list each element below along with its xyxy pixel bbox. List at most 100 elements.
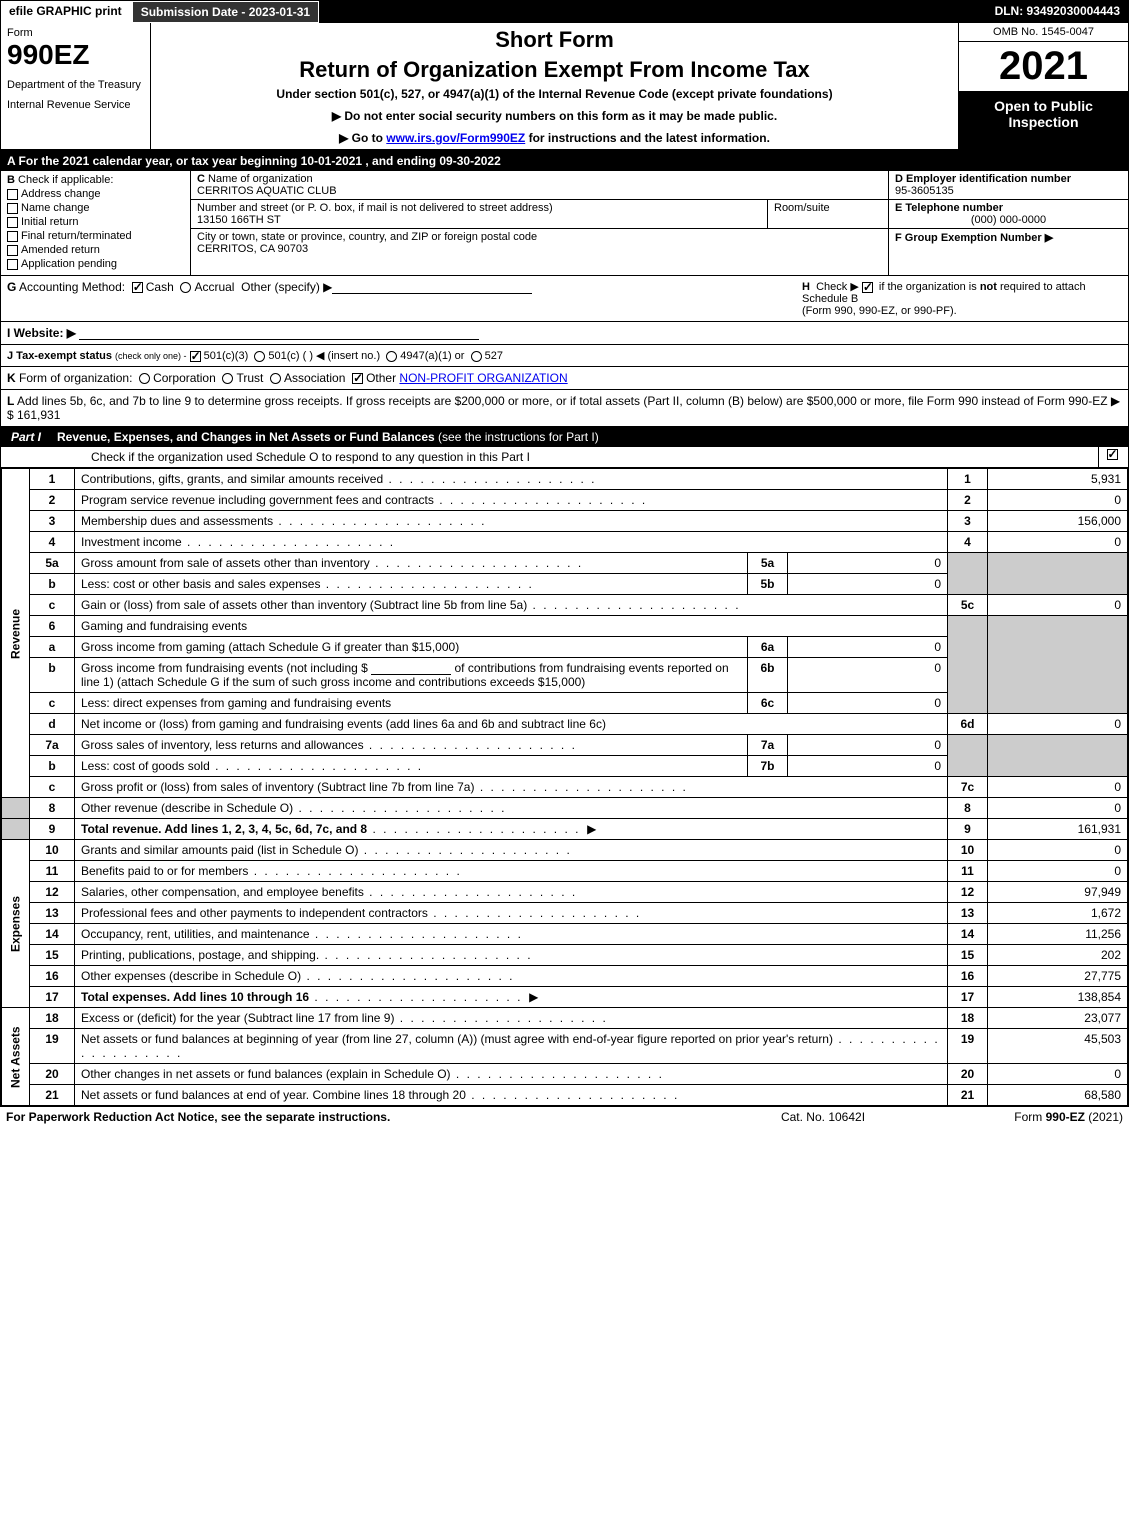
desc-12: Salaries, other compensation, and employ… [75, 882, 948, 903]
desc-13-t: Professional fees and other payments to … [81, 906, 428, 920]
row-k-form-of-org: K Form of organization: Corporation Trus… [1, 367, 1128, 390]
desc-10: Grants and similar amounts paid (list in… [75, 840, 948, 861]
page-footer: For Paperwork Reduction Act Notice, see … [0, 1107, 1129, 1127]
ln-6b: b [30, 658, 75, 693]
row-g-accounting: G Accounting Method: Cash Accrual Other … [7, 280, 802, 317]
i-label: I Website: ▶ [7, 326, 76, 340]
chk-4947a1[interactable] [386, 351, 397, 362]
side-blank-2 [2, 819, 30, 840]
desc-9: Total revenue. Add lines 1, 2, 3, 4, 5c,… [75, 819, 948, 840]
desc-20: Other changes in net assets or fund bala… [75, 1064, 948, 1085]
ov-9: 161,931 [988, 819, 1128, 840]
row-l-gross-receipts: L Add lines 5b, 6c, and 7b to line 9 to … [1, 390, 1128, 427]
on-15: 15 [948, 945, 988, 966]
ln-15: 15 [30, 945, 75, 966]
desc-9-t: Total revenue. Add lines 1, 2, 3, 4, 5c,… [81, 822, 367, 836]
other-org-value[interactable]: NON-PROFIT ORGANIZATION [399, 371, 567, 385]
website-blank[interactable] [79, 339, 479, 340]
desc-7c-t: Gross profit or (loss) from sales of inv… [81, 780, 474, 794]
efile-print-label[interactable]: efile GRAPHIC print [1, 1, 132, 23]
group-exemption-row: F Group Exemption Number ▶ [889, 229, 1128, 246]
ln-6d: d [30, 714, 75, 735]
desc-5b-t: Less: cost or other basis and sales expe… [81, 577, 320, 591]
schedule-o-text: Check if the organization used Schedule … [1, 447, 1098, 467]
chk-accrual[interactable] [180, 282, 191, 293]
e-label: E Telephone number [895, 202, 1003, 214]
ov-2: 0 [988, 490, 1128, 511]
chk-527[interactable] [471, 351, 482, 362]
desc-4-t: Investment income [81, 535, 182, 549]
desc-17-t: Total expenses. Add lines 10 through 16 [81, 990, 309, 1004]
ln-10: 10 [30, 840, 75, 861]
col-d-ids: D Employer identification number 95-3605… [888, 171, 1128, 275]
in-7b: 7b [748, 756, 788, 777]
topbar: efile GRAPHIC print Submission Date - 20… [1, 1, 1128, 23]
desc-8-t: Other revenue (describe in Schedule O) [81, 801, 293, 815]
part-i-title-text: Revenue, Expenses, and Changes in Net As… [57, 430, 435, 444]
ln-5b: b [30, 574, 75, 595]
org-addr-row: Number and street (or P. O. box, if mail… [191, 200, 888, 229]
desc-7c: Gross profit or (loss) from sales of inv… [75, 777, 948, 798]
iv-6a: 0 [788, 637, 948, 658]
on-1: 1 [948, 469, 988, 490]
lbl-other: Other (specify) ▶ [241, 280, 332, 294]
instr-post: for instructions and the latest informat… [525, 131, 770, 145]
side-netassets: Net Assets [2, 1008, 30, 1106]
part-i-label: Part I [1, 427, 51, 447]
on-20: 20 [948, 1064, 988, 1085]
chk-corporation[interactable] [139, 373, 150, 384]
ln-21: 21 [30, 1085, 75, 1106]
l-text: Add lines 5b, 6c, and 7b to line 9 to de… [17, 394, 1108, 408]
ln-7a: 7a [30, 735, 75, 756]
in-6b: 6b [748, 658, 788, 693]
footer-form-bold: 990-EZ [1046, 1110, 1085, 1124]
chk-name-change[interactable] [7, 203, 18, 214]
ov-21: 68,580 [988, 1085, 1128, 1106]
chk-schedule-o-used[interactable] [1107, 449, 1118, 460]
on-17: 17 [948, 987, 988, 1008]
chk-initial-return[interactable] [7, 217, 18, 228]
lbl-accrual: Accrual [194, 280, 234, 294]
section-b-c-d: B Check if applicable: Address change Na… [1, 171, 1128, 276]
ov-18: 23,077 [988, 1008, 1128, 1029]
desc-18: Excess or (deficit) for the year (Subtra… [75, 1008, 948, 1029]
grey-5 [948, 553, 988, 595]
lbl-application-pending: Application pending [21, 258, 117, 270]
iv-6b: 0 [788, 658, 948, 693]
chk-501c[interactable] [254, 351, 265, 362]
on-8: 8 [948, 798, 988, 819]
chk-501c3[interactable] [190, 351, 201, 362]
dept-irs: Internal Revenue Service [7, 99, 144, 111]
desc-5a-t: Gross amount from sale of assets other t… [81, 556, 370, 570]
desc-20-t: Other changes in net assets or fund bala… [81, 1067, 451, 1081]
chk-cash[interactable] [132, 282, 143, 293]
chk-other-org[interactable] [352, 373, 363, 384]
chk-final-return[interactable] [7, 231, 18, 242]
city-label: City or town, state or province, country… [197, 231, 537, 243]
chk-schedule-b-not-required[interactable] [862, 282, 873, 293]
desc-1-t: Contributions, gifts, grants, and simila… [81, 472, 383, 486]
chk-application-pending[interactable] [7, 259, 18, 270]
phone-row: E Telephone number (000) 000-0000 [889, 200, 1128, 229]
ln-9: 9 [30, 819, 75, 840]
form-number: 990EZ [7, 39, 144, 71]
footer-form-pre: Form [1014, 1110, 1045, 1124]
on-12: 12 [948, 882, 988, 903]
chk-amended-return[interactable] [7, 245, 18, 256]
inspection-line1: Open to Public [963, 98, 1124, 114]
ln-4: 4 [30, 532, 75, 553]
ln-20: 20 [30, 1064, 75, 1085]
chk-association[interactable] [270, 373, 281, 384]
h-text4: (Form 990, 990-EZ, or 990-PF). [802, 305, 957, 317]
other-specify-blank[interactable] [332, 293, 532, 294]
desc-7a: Gross sales of inventory, less returns a… [75, 735, 748, 756]
on-2: 2 [948, 490, 988, 511]
org-city-row: City or town, state or province, country… [191, 229, 888, 257]
desc-11-t: Benefits paid to or for members [81, 864, 248, 878]
chk-address-change[interactable] [7, 189, 18, 200]
ln-17: 17 [30, 987, 75, 1008]
submission-date: Submission Date - 2023-01-31 [132, 1, 319, 23]
irs-link[interactable]: www.irs.gov/Form990EZ [386, 131, 525, 145]
side-expenses: Expenses [2, 840, 30, 1008]
chk-trust[interactable] [222, 373, 233, 384]
